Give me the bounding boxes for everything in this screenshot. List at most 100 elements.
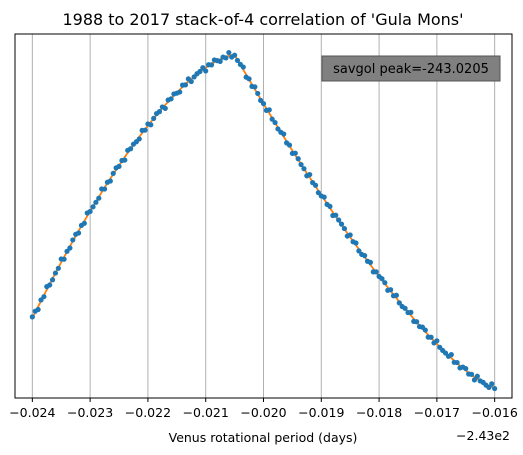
- data-point: [266, 107, 272, 113]
- data-point: [341, 225, 348, 232]
- x-axis-label: Venus rotational period (days): [169, 430, 358, 445]
- data-point: [182, 82, 189, 88]
- data-point: [55, 265, 61, 271]
- data-point: [136, 136, 142, 142]
- data-point: [162, 105, 168, 111]
- data-point: [252, 84, 258, 90]
- data-point: [402, 305, 408, 311]
- data-point: [367, 259, 374, 265]
- data-point: [67, 245, 73, 251]
- x-tick-label: −0.021: [183, 405, 229, 420]
- data-point: [471, 377, 478, 383]
- data-point: [396, 300, 402, 306]
- x-tick-label: −0.020: [240, 405, 286, 420]
- data-point: [203, 68, 209, 74]
- grid-lines: [31, 34, 496, 398]
- data-point: [362, 253, 368, 259]
- data-point: [333, 212, 339, 218]
- data-point: [428, 334, 434, 340]
- data-point: [474, 373, 480, 379]
- data-point: [90, 204, 96, 210]
- data-point: [81, 220, 87, 226]
- data-point: [492, 385, 498, 392]
- data-point: [463, 365, 469, 372]
- data-point: [188, 78, 194, 85]
- data-point: [70, 237, 76, 243]
- data-point: [434, 338, 440, 344]
- data-point: [110, 170, 116, 176]
- data-point: [232, 52, 238, 58]
- data-point: [52, 270, 59, 276]
- data-point: [127, 146, 134, 152]
- data-point: [336, 217, 342, 223]
- x-tick-label: −0.022: [125, 405, 171, 420]
- data-point: [347, 232, 353, 238]
- chart-title: 1988 to 2017 stack-of-4 correlation of '…: [62, 10, 463, 29]
- data-point: [454, 359, 460, 366]
- data-point: [168, 96, 174, 102]
- data-point: [388, 287, 394, 293]
- data-point: [382, 280, 388, 286]
- data-point: [373, 269, 379, 275]
- data-point: [486, 384, 492, 391]
- data-point: [353, 240, 359, 246]
- x-axis-offset-label: −2.43e2: [456, 428, 510, 443]
- data-point: [240, 64, 246, 70]
- data-point: [116, 163, 122, 170]
- annotation-box: [321, 55, 501, 82]
- data-point: [217, 58, 223, 64]
- data-point: [142, 127, 148, 133]
- data-point: [226, 49, 232, 56]
- savgol-peak-annotation: savgol peak=-243.0205: [321, 55, 501, 82]
- data-point: [96, 195, 102, 201]
- annotation-text: savgol peak=-243.0205: [333, 62, 489, 77]
- data-point: [151, 115, 157, 121]
- data-point: [286, 142, 293, 148]
- data-point: [107, 178, 113, 184]
- data-point: [49, 277, 56, 283]
- x-tick-label: −0.023: [67, 405, 113, 420]
- data-point: [408, 309, 414, 315]
- data-point: [47, 282, 53, 288]
- data-point: [260, 100, 267, 107]
- data-point: [223, 55, 229, 61]
- data-point: [356, 248, 362, 254]
- data-point: [312, 182, 319, 188]
- x-tick-label: −0.016: [472, 405, 518, 420]
- data-point: [101, 186, 108, 192]
- data-point: [448, 352, 454, 358]
- data-point: [489, 381, 495, 387]
- data-point: [35, 306, 41, 313]
- data-point: [75, 230, 82, 236]
- data-point: [468, 371, 475, 377]
- data-point: [122, 157, 128, 163]
- data-point: [255, 90, 261, 97]
- data-point: [272, 119, 278, 126]
- data-point: [156, 109, 163, 115]
- data-point: [414, 319, 420, 325]
- data-point: [208, 62, 215, 68]
- data-point: [246, 76, 252, 82]
- x-tick-label: −0.024: [9, 405, 55, 420]
- data-point: [41, 294, 47, 300]
- x-tick-label: −0.018: [356, 405, 402, 420]
- data-point: [298, 161, 304, 168]
- data-point: [93, 199, 99, 205]
- data-points-series: [29, 49, 498, 392]
- data-point: [177, 89, 183, 95]
- x-tick-label: −0.017: [414, 405, 460, 420]
- data-point: [234, 57, 241, 64]
- data-point: [61, 256, 67, 262]
- data-point: [295, 156, 301, 162]
- data-point: [393, 292, 400, 298]
- data-point: [87, 208, 93, 215]
- data-point: [379, 276, 385, 282]
- data-point: [338, 221, 345, 227]
- data-point: [422, 327, 428, 333]
- data-point: [281, 131, 287, 137]
- data-point: [197, 68, 203, 75]
- x-axis-ticks: −0.024 −0.023 −0.022 −0.021 −0.020 −0.019 −0.0…: [9, 398, 518, 420]
- data-point: [301, 166, 307, 172]
- data-point: [307, 171, 313, 178]
